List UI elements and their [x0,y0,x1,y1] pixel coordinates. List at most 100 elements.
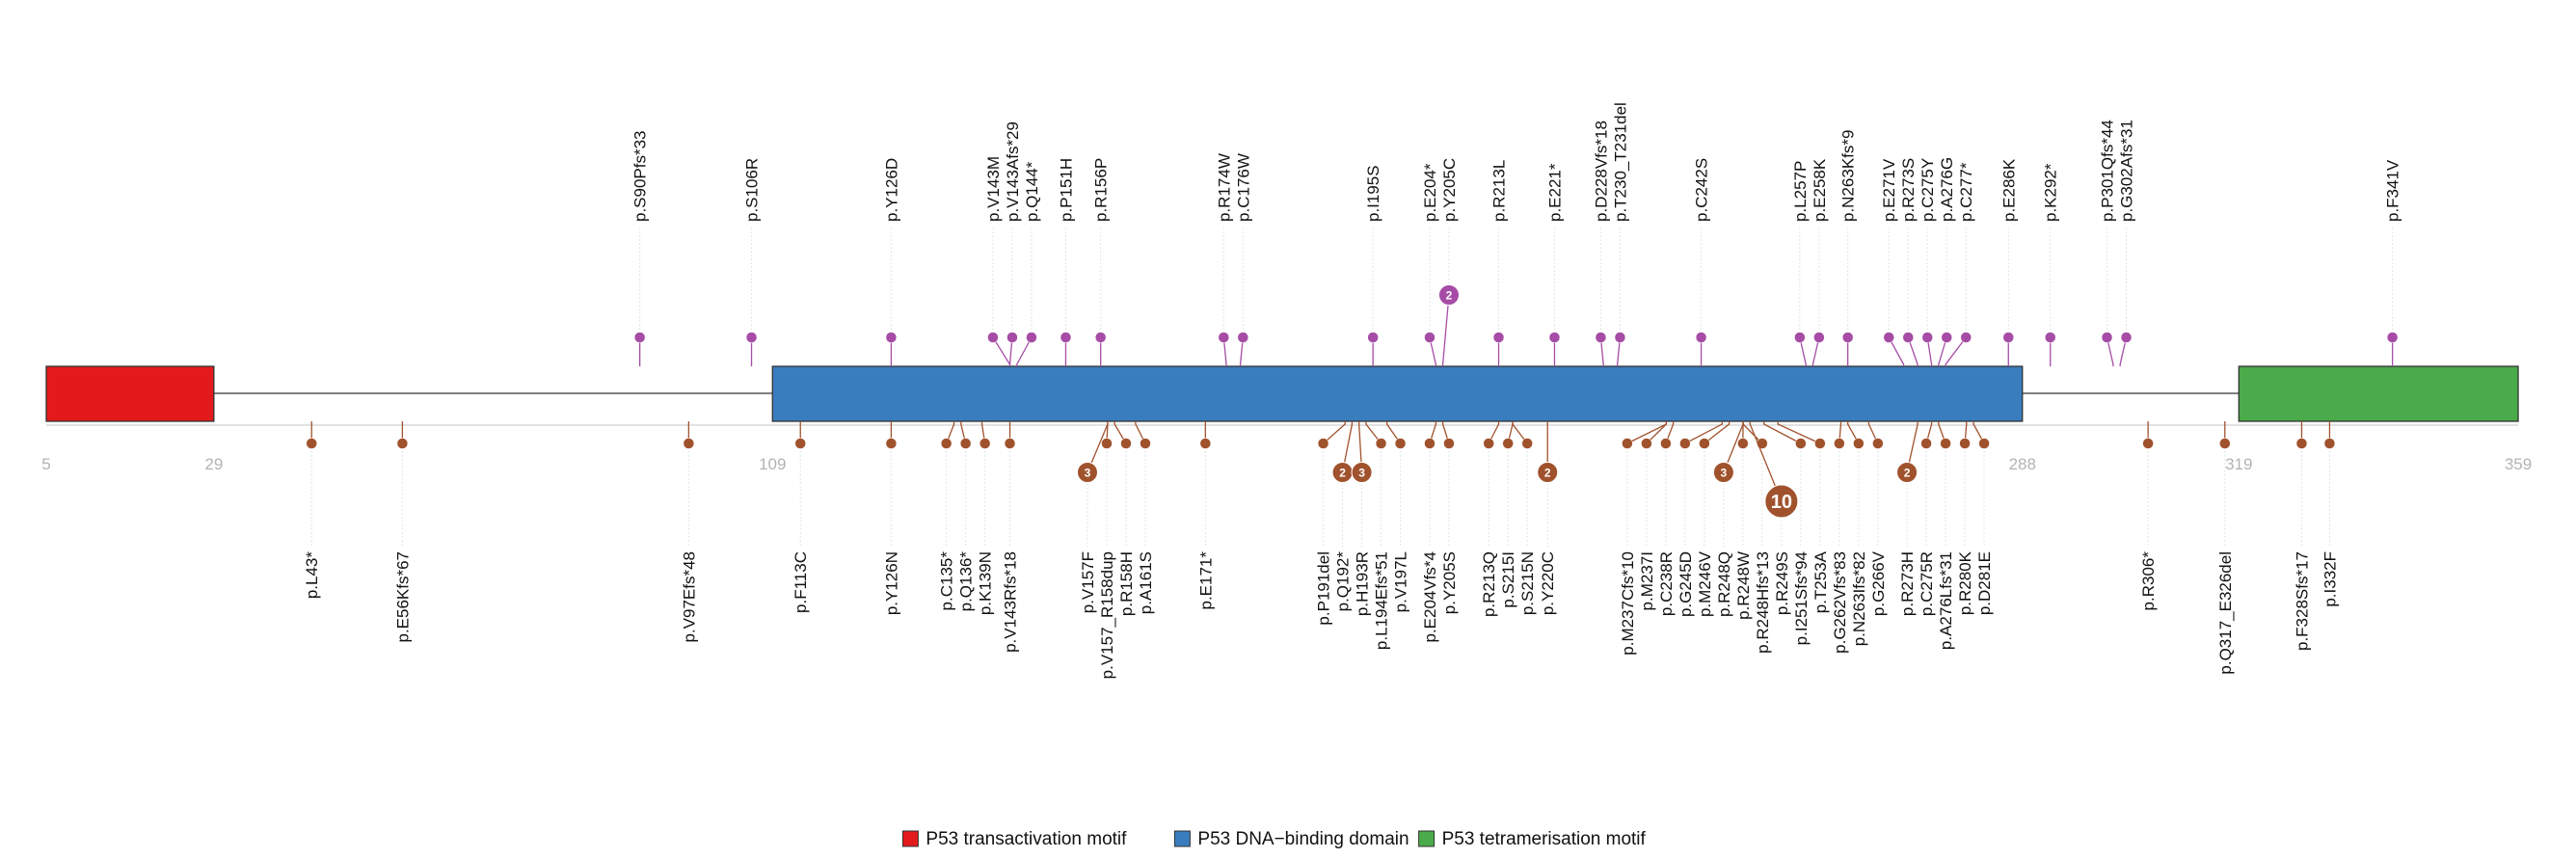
mutation-stem [1777,421,1821,444]
mutation-stem [1926,336,1933,366]
mutation-label: p.A276G [1938,157,1956,222]
mutation-count-label: 2 [1446,288,1453,302]
mutation-dot [1814,438,1826,449]
mutation-label: p.C277* [1957,162,1975,222]
mutation-dot [1424,332,1436,343]
mutation-stem [1811,336,1820,366]
mutation-label: p.S215N [1518,551,1537,615]
legend-swatch-2 [1173,830,1191,847]
mutation-label: p.V157_R158dup [1098,551,1116,679]
mutation-stem [1938,421,1946,444]
mutation-label: p.R158H [1117,551,1136,616]
mutation-stem [1888,336,1905,366]
mutation-stem [1106,421,1109,444]
mutation-dot [1443,438,1455,449]
mutation-label: p.V143Rfs*18 [1002,551,1020,653]
mutation-stem [1358,421,1363,473]
mutation-stem [1964,421,1968,444]
mutation-label: p.R306* [2139,551,2158,611]
mutation-dot [1695,332,1707,343]
mutation-stem [1847,421,1860,444]
mutation-stem [1763,421,1802,444]
mutation-dot [1004,438,1016,449]
mutation-label: p.R213Q [1480,551,1498,617]
mutation-dot [940,438,953,449]
mutation-label: p.H193R [1354,551,1372,616]
mutation-label: p.L194Efs*51 [1373,551,1391,650]
x-tick-label: 359 [2505,455,2532,473]
mutation-label: p.Y220C [1539,551,1557,615]
mutation-dot [794,438,806,449]
mutation-dot [959,438,972,449]
mutation-label: p.R248Q [1715,551,1733,617]
mutation-dot [1026,332,1037,343]
mutation-label: p.Q136* [957,551,976,612]
mutation-label: p.I195S [1364,165,1382,222]
mutation-stem [1704,421,1731,444]
mutation-label: p.M246V [1696,550,1714,617]
mutation-dot [1614,332,1626,343]
mutation-stem [1906,421,1919,473]
mutation-stem [946,421,955,444]
mutation-dot [1853,438,1865,449]
mutation-dot [1218,332,1230,343]
mutation-count-label: 2 [1544,466,1551,479]
mutation-dot [1902,332,1914,343]
mutation-dot [1795,438,1807,449]
mutation-dot [1537,462,1559,483]
mutation-dot [1199,438,1212,449]
mutation-label: p.R280K [1956,550,1974,615]
mutation-label: p.Q192* [1334,551,1353,612]
mutation-stem [1008,336,1013,366]
mutation-label: p.E258K [1811,158,1829,222]
mutation-label: p.F341V [2384,159,2402,222]
mutation-dot [1921,332,1933,343]
mutation-dot [979,438,991,449]
mutation-dot [2101,332,2113,343]
mutation-dot [1394,438,1407,449]
mutation-dot [1367,332,1379,343]
mutation-stem [1512,421,1528,444]
mutation-dot [2120,332,2133,343]
mutation-label: p.S106R [743,158,762,222]
mutation-dot [1764,484,1799,519]
mutation-dot [1375,438,1387,449]
mutation-label: p.F328Sfs*17 [2293,551,2311,651]
mutation-label: p.D228Vfs*18 [1592,121,1610,222]
mutation-dot [2002,332,2015,343]
mutation-label: p.P301Qfs*44 [2099,120,2117,222]
mutation-stem [1441,294,1450,366]
mutation-dot [1841,332,1854,343]
mutation-label: p.G245D [1677,551,1695,617]
mutation-dot [1622,438,1633,449]
mutation-label: p.R174W [1215,153,1233,222]
mutation-stem [980,421,986,444]
mutation-label: p.N263Ifs*82 [1850,551,1868,646]
legend-label-3: P53 tetramerisation motif [1442,829,1647,849]
mutation-dot [396,438,409,449]
mutation-dot [1737,438,1749,449]
mutation-dot [1813,332,1825,343]
mutation-stem [1665,421,1675,444]
mutation-dot [2295,438,2308,449]
mutation-label: p.I332F [2321,551,2339,607]
mutation-stem [1617,336,1622,366]
mutation-dot [1120,438,1132,449]
mutation-stem [1429,421,1436,444]
mutation-dot [1941,332,1952,343]
mutation-label: p.P151H [1057,158,1075,222]
domain-box-1 [45,365,215,422]
mutation-stem [1925,421,1933,444]
mutation-dot [1006,332,1018,343]
mutation-label: p.L257P [1791,161,1810,222]
mutation-dot [1317,438,1329,449]
mutation-label: p.E204* [1421,163,1439,222]
mutation-stem [1016,336,1033,366]
mutation-dot [1076,462,1098,483]
mutation-dot [1492,332,1505,343]
mutation-stem [1488,421,1500,444]
mutation-dot [1437,284,1460,306]
mutation-stem [1239,336,1244,366]
mutation-dot [987,332,999,343]
mutation-label: p.E286K [1999,158,2018,222]
